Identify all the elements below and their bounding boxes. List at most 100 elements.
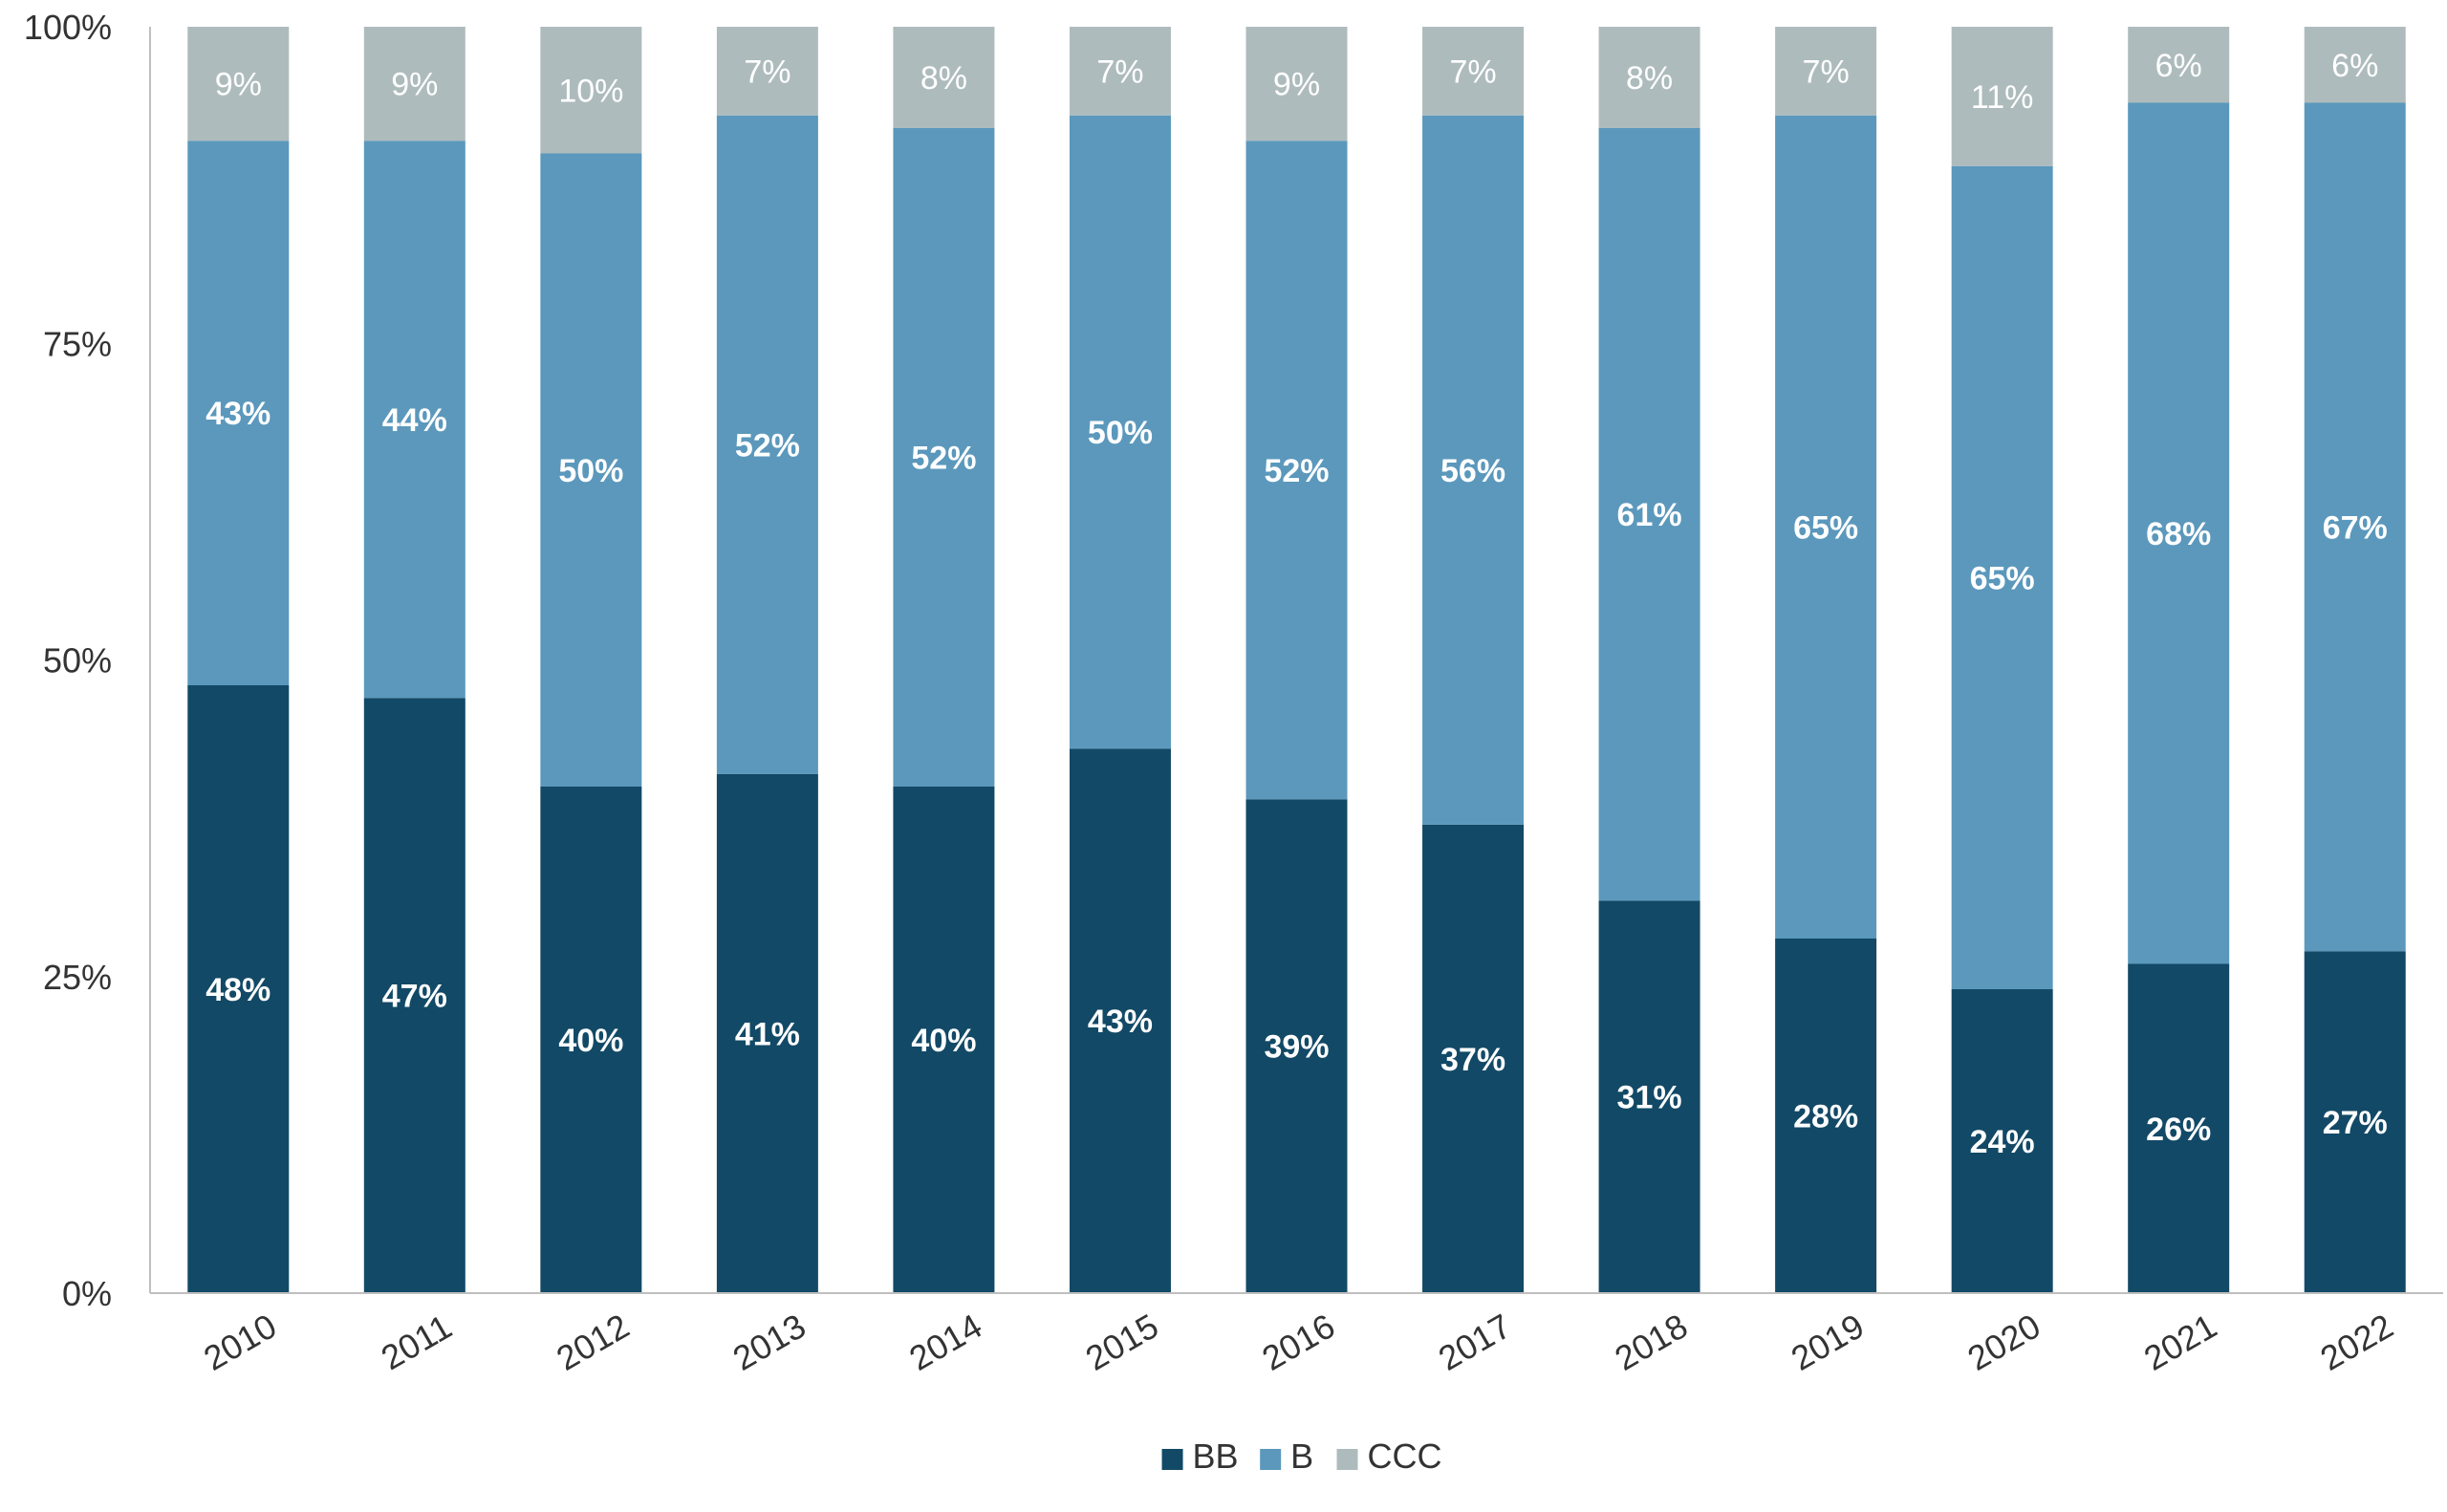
bar-b-2020: [1951, 165, 2053, 989]
bar-bb-2022: [2304, 951, 2406, 1293]
bar-b-2010: [187, 140, 290, 685]
bar-ccc-2016: [1245, 27, 1348, 141]
data-label-bb-2021: 26%: [2146, 1112, 2211, 1148]
bar-b-2021: [2128, 102, 2230, 964]
legend-item-ccc: CCC: [1336, 1436, 1442, 1476]
bar-ccc-2021: [2128, 27, 2230, 103]
data-label-bb-2019: 28%: [1793, 1099, 1858, 1135]
data-label-ccc-2018: 8%: [1626, 60, 1673, 97]
y-tick-label-50: 50%: [43, 641, 112, 680]
data-label-ccc-2010: 9%: [215, 67, 262, 103]
x-tick-label-2010: 2010: [197, 1306, 283, 1378]
data-label-bb-2014: 40%: [911, 1023, 976, 1059]
data-label-ccc-2020: 11%: [1971, 79, 2034, 116]
data-label-ccc-2022: 6%: [2331, 48, 2378, 84]
bar-bb-2019: [1775, 939, 1877, 1293]
bar-b-2015: [1069, 115, 1171, 749]
x-tick-label-2021: 2021: [2137, 1306, 2223, 1378]
bar-ccc-2020: [1951, 27, 2053, 166]
data-label-b-2012: 50%: [558, 453, 623, 489]
data-label-ccc-2015: 7%: [1096, 54, 1143, 90]
data-label-bb-2022: 27%: [2323, 1105, 2388, 1141]
data-label-bb-2016: 39%: [1264, 1029, 1329, 1066]
y-tick-label-75: 75%: [43, 324, 112, 363]
data-label-bb-2015: 43%: [1088, 1004, 1153, 1040]
bar-bb-2014: [893, 787, 995, 1293]
bars-layer: [187, 27, 2406, 1293]
y-tick-label-25: 25%: [43, 958, 112, 997]
x-tick-label-2011: 2011: [375, 1307, 459, 1377]
data-label-b-2013: 52%: [735, 427, 800, 464]
bar-ccc-2022: [2304, 27, 2406, 103]
legend-label-b: B: [1290, 1436, 1313, 1476]
legend-swatch-b: [1260, 1449, 1282, 1470]
data-label-ccc-2017: 7%: [1449, 54, 1496, 90]
data-label-b-2021: 68%: [2146, 516, 2211, 552]
bar-bb-2011: [363, 698, 466, 1293]
data-label-bb-2011: 47%: [382, 979, 447, 1015]
bar-bb-2016: [1245, 799, 1348, 1293]
data-label-bb-2017: 37%: [1440, 1042, 1505, 1078]
bar-bb-2018: [1598, 900, 1700, 1293]
x-tick-label-2020: 2020: [1960, 1306, 2046, 1378]
bar-bb-2021: [2128, 963, 2230, 1293]
x-tick-label-2019: 2019: [1785, 1306, 1871, 1378]
data-label-ccc-2013: 7%: [744, 54, 790, 90]
bar-b-2014: [893, 128, 995, 787]
bar-ccc-2013: [716, 27, 818, 116]
data-label-ccc-2016: 9%: [1273, 67, 1320, 103]
x-tick-label-2016: 2016: [1255, 1306, 1341, 1378]
bar-bb-2017: [1422, 824, 1525, 1293]
x-tick-label-2014: 2014: [902, 1306, 988, 1378]
data-label-ccc-2014: 8%: [920, 60, 967, 97]
data-label-ccc-2021: 6%: [2155, 48, 2202, 84]
x-tick-label-2013: 2013: [726, 1306, 812, 1378]
x-tick-label-2022: 2022: [2314, 1306, 2400, 1378]
bar-ccc-2015: [1069, 27, 1171, 116]
data-label-b-2014: 52%: [911, 441, 976, 477]
bar-ccc-2014: [893, 27, 995, 128]
bar-b-2012: [540, 153, 642, 787]
data-label-b-2011: 44%: [382, 402, 447, 439]
data-label-bb-2018: 31%: [1617, 1080, 1682, 1116]
data-label-ccc-2019: 7%: [1803, 54, 1850, 90]
bar-ccc-2012: [540, 27, 642, 154]
data-label-bb-2013: 41%: [735, 1016, 800, 1052]
data-label-ccc-2011: 9%: [391, 67, 438, 103]
bar-bb-2010: [187, 685, 290, 1293]
data-label-b-2010: 43%: [206, 396, 271, 432]
legend-label-bb: BB: [1193, 1436, 1239, 1476]
data-label-b-2018: 61%: [1617, 497, 1682, 533]
legend-item-bb: BB: [1161, 1436, 1239, 1476]
legend-item-b: B: [1260, 1436, 1313, 1476]
x-tick-label-2012: 2012: [550, 1306, 636, 1378]
x-tick-label-2015: 2015: [1079, 1306, 1165, 1378]
bar-bb-2012: [540, 787, 642, 1293]
y-tick-label-100: 100%: [24, 8, 112, 47]
legend-label-ccc: CCC: [1368, 1436, 1442, 1476]
bar-ccc-2018: [1598, 27, 1700, 128]
data-label-b-2020: 65%: [1970, 560, 2035, 596]
data-label-bb-2020: 24%: [1970, 1124, 2035, 1160]
data-label-b-2022: 67%: [2323, 509, 2388, 546]
bar-bb-2020: [1951, 989, 2053, 1293]
data-label-bb-2012: 40%: [558, 1023, 623, 1059]
bar-bb-2015: [1069, 748, 1171, 1293]
y-tick-label-0: 0%: [62, 1274, 112, 1313]
data-label-b-2016: 52%: [1264, 453, 1329, 489]
bar-bb-2013: [716, 773, 818, 1293]
bar-ccc-2019: [1775, 27, 1877, 116]
bar-ccc-2010: [187, 27, 290, 141]
data-label-b-2015: 50%: [1088, 415, 1153, 451]
bar-b-2017: [1422, 115, 1525, 825]
data-label-bb-2010: 48%: [206, 972, 271, 1008]
data-labels-layer: 48% 43% 9% 47% 44% 9% 40% 50% 10% 41% 52% 7% 40% 52% 8…: [206, 48, 2388, 1160]
bar-ccc-2017: [1422, 27, 1525, 116]
bar-b-2011: [363, 140, 466, 699]
data-label-b-2017: 56%: [1440, 453, 1505, 489]
legend-swatch-bb: [1161, 1449, 1183, 1470]
x-tick-label-2018: 2018: [1608, 1306, 1694, 1378]
legend: BB B CCC: [1161, 1436, 1442, 1476]
